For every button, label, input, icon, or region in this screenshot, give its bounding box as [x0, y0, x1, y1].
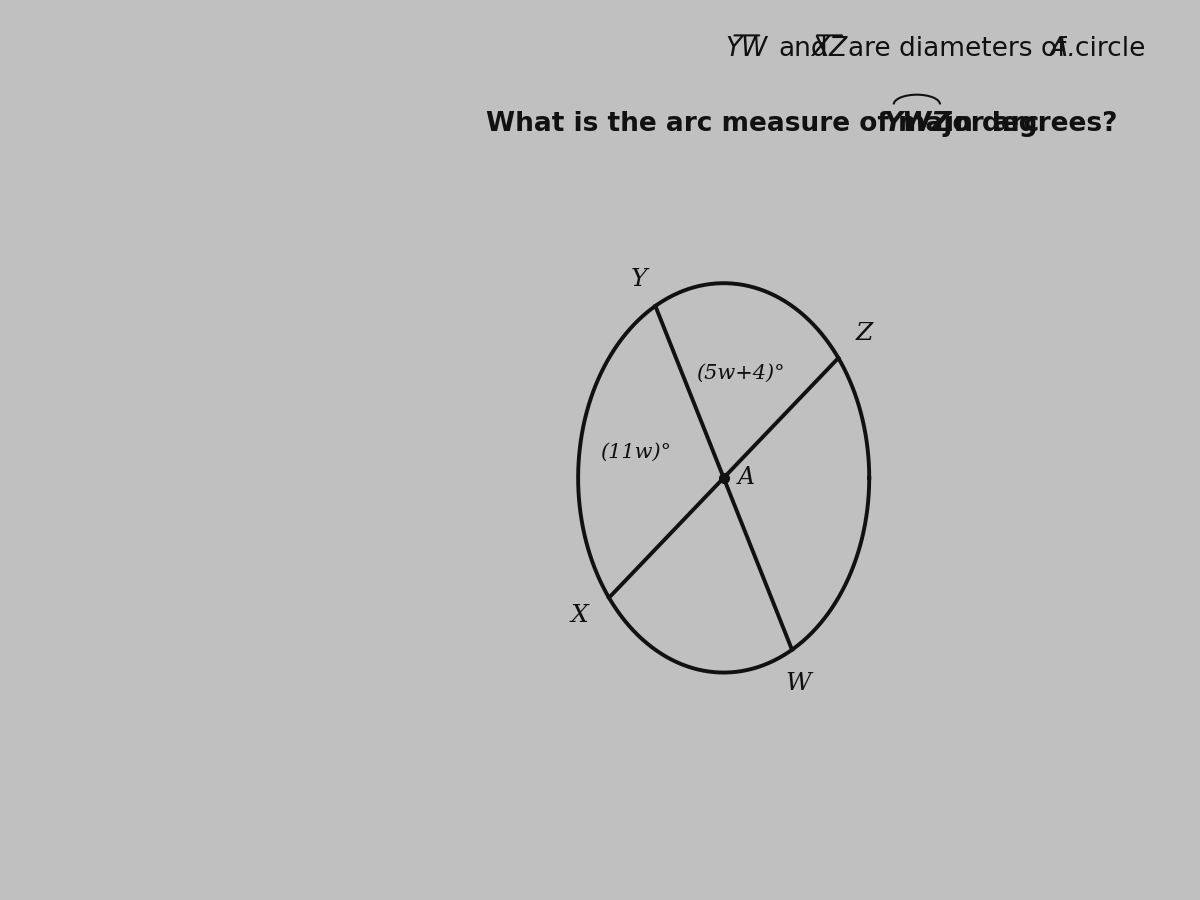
Text: (11w)°: (11w)°	[600, 444, 671, 463]
Text: What is the arc measure of major arc: What is the arc measure of major arc	[486, 111, 1039, 137]
Text: and: and	[778, 36, 828, 62]
Text: YW: YW	[726, 36, 768, 62]
Text: YWZ: YWZ	[883, 111, 950, 137]
Text: in degrees?: in degrees?	[946, 111, 1117, 137]
Text: Z: Z	[856, 321, 874, 345]
Text: W: W	[786, 672, 811, 695]
Text: A: A	[738, 466, 755, 490]
Text: XZ: XZ	[811, 36, 847, 62]
Text: A.: A.	[1049, 36, 1076, 62]
Text: Y: Y	[630, 268, 647, 291]
Text: (5w+4)°: (5w+4)°	[696, 364, 785, 382]
Text: are diameters of circle: are diameters of circle	[848, 36, 1146, 62]
Text: X: X	[570, 604, 588, 627]
